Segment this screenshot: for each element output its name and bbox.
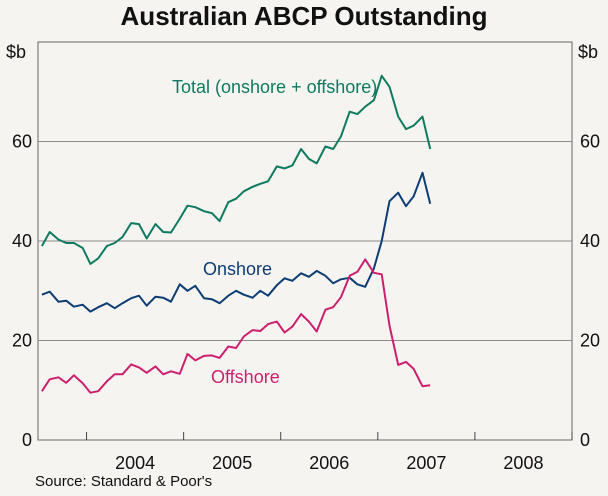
y-unit-left: $b [6,42,26,62]
y-tick-label-left: 40 [12,231,32,251]
x-tick-label: 2007 [406,453,446,473]
axis-labels: $b $b Total (onshore + offshore) Onshore… [6,42,600,473]
y-tick-label-left: 0 [22,430,32,450]
x-tick-label: 2004 [115,453,155,473]
series-label-onshore: Onshore [203,259,272,279]
chart-title: Australian ABCP Outstanding [120,1,488,31]
source-note: Source: Standard & Poor's [35,473,213,490]
series-line-total [41,74,432,265]
series-line-onshore [41,171,432,313]
x-tick-label: 2008 [503,453,543,473]
y-tick-label-left: 20 [12,331,32,351]
series-label-total: Total (onshore + offshore) [172,77,377,97]
y-unit-right: $b [578,42,598,62]
series-lines [41,74,432,394]
x-tick-label: 2005 [212,453,252,473]
series-label-offshore: Offshore [211,367,280,387]
y-tick-label-right: 0 [580,430,590,450]
y-tick-label-right: 20 [580,331,600,351]
x-tick-label: 2006 [309,453,349,473]
gridlines [38,141,572,341]
y-tick-label-right: 40 [580,231,600,251]
x-axis-ticks [86,432,573,440]
series-line-offshore [41,258,431,394]
y-tick-label-left: 60 [12,132,32,152]
y-tick-label-right: 60 [580,132,600,152]
